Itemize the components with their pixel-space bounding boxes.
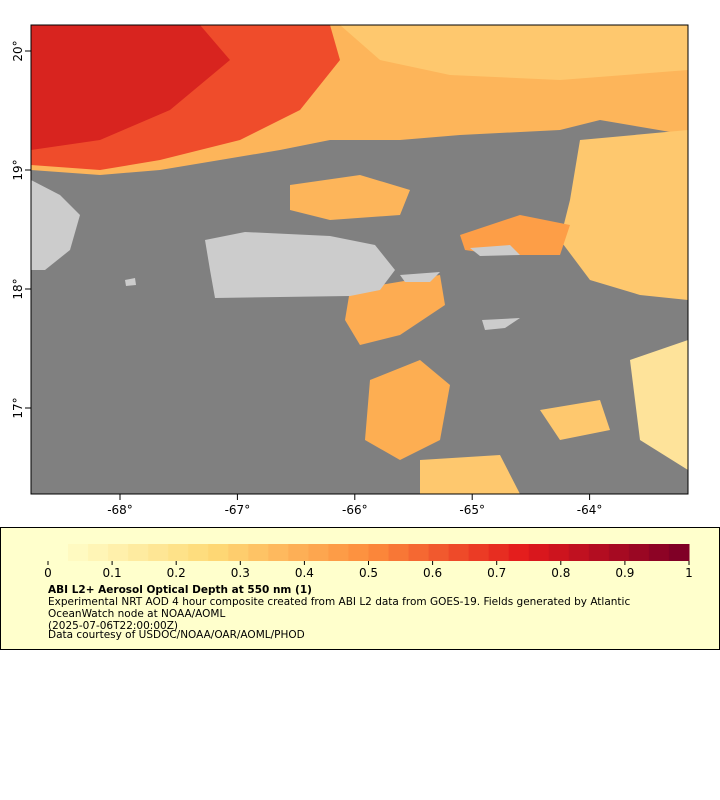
legend-description: Experimental NRT AOD 4 hour composite cr… (48, 596, 631, 620)
map-frame (30, 24, 689, 495)
colorbar-tick-label: 1 (685, 566, 693, 578)
colorbar-tick-label: 0.3 (231, 566, 250, 578)
colorbar-segment (208, 544, 229, 561)
lat-label: 19° (11, 159, 25, 180)
colorbar-segment (388, 544, 410, 561)
aod-region (630, 340, 688, 470)
colorbar-tick-label: 0.8 (551, 566, 570, 578)
colorbar-segment (508, 544, 530, 561)
colorbar-segment (408, 544, 430, 561)
colorbar-segment (108, 544, 129, 561)
colorbar-segment (288, 544, 309, 561)
colorbar-segment (68, 544, 89, 561)
lon-label: -65° (459, 503, 485, 517)
colorbar-segment (668, 544, 690, 561)
colorbar-segment (308, 544, 329, 561)
land (205, 232, 395, 298)
aod-region (540, 400, 610, 440)
colorbar-tick-label: 0.5 (359, 566, 378, 578)
aod-region (460, 215, 570, 255)
colorbar-segment (568, 544, 590, 561)
colorbar-segment (608, 544, 630, 561)
land (400, 272, 440, 282)
legend-date: (2025-07-06T22:00:00Z) (48, 620, 178, 632)
colorbar-segment (648, 544, 670, 561)
colorbar-segment (248, 544, 269, 561)
aod-region (365, 360, 450, 460)
colorbar-segment (168, 544, 189, 561)
colorbar-segment (368, 544, 390, 561)
land (125, 278, 136, 286)
lon-label: -68° (107, 503, 133, 517)
colorbar-segment (148, 544, 169, 561)
aod-region (31, 25, 230, 150)
colorbar-segment (48, 544, 69, 561)
lon-label: -64° (577, 503, 603, 517)
colorbar-segment (488, 544, 510, 561)
colorbar-segment (448, 544, 470, 561)
colorbar-segment (328, 544, 349, 561)
colorbar-segment (628, 544, 650, 561)
aod-region (290, 175, 410, 220)
colorbar-segment (88, 544, 109, 561)
lat-label: 20° (11, 40, 25, 61)
lon-label: -67° (225, 503, 251, 517)
land (470, 245, 520, 256)
colorbar-tick-label: 0.9 (615, 566, 634, 578)
colorbar-tick-label: 0.4 (295, 566, 314, 578)
colorbar-segment (228, 544, 249, 561)
colorbar-tick-label: 0 (44, 566, 52, 578)
colorbar-segment (188, 544, 209, 561)
lon-label: -66° (342, 503, 368, 517)
lat-label: 18° (11, 278, 25, 299)
aod-region (420, 455, 520, 494)
colorbar-segment (528, 544, 550, 561)
colorbar-segment (588, 544, 610, 561)
aod-region (340, 25, 688, 80)
colorbar-segment (128, 544, 149, 561)
colorbar-segment (428, 544, 450, 561)
land (482, 318, 520, 330)
colorbar-tick-label: 0.1 (103, 566, 122, 578)
colorbar: 0 0.1 0.2 0.3 0.4 0.5 0.6 0.7 0.8 0.9 1 (44, 544, 693, 578)
colorbar-segment (348, 544, 369, 561)
colorbar-segment (468, 544, 490, 561)
legend: 0 0.1 0.2 0.3 0.4 0.5 0.6 0.7 0.8 0.9 1 ABI L2+ Ae… (0, 527, 720, 650)
map: -68° -67° -66° -65° -64° 20° 19° 18° 17° (11, 24, 689, 517)
colorbar-segment (548, 544, 570, 561)
aod-region (345, 275, 445, 345)
legend-title: ABI L2+ Aerosol Optical Depth at 550 nm … (48, 584, 312, 596)
land (31, 180, 80, 270)
colorbar-tick-label: 0.2 (167, 566, 186, 578)
colorbar-tick-label: 0.7 (487, 566, 506, 578)
aod-region (560, 130, 688, 300)
lat-label: 17° (11, 397, 25, 418)
legend-credit: Data courtesy of USDOC/NOAA/OAR/AOML/PHO… (48, 629, 305, 641)
colorbar-tick-label: 0.6 (423, 566, 442, 578)
colorbar-segment (268, 544, 289, 561)
